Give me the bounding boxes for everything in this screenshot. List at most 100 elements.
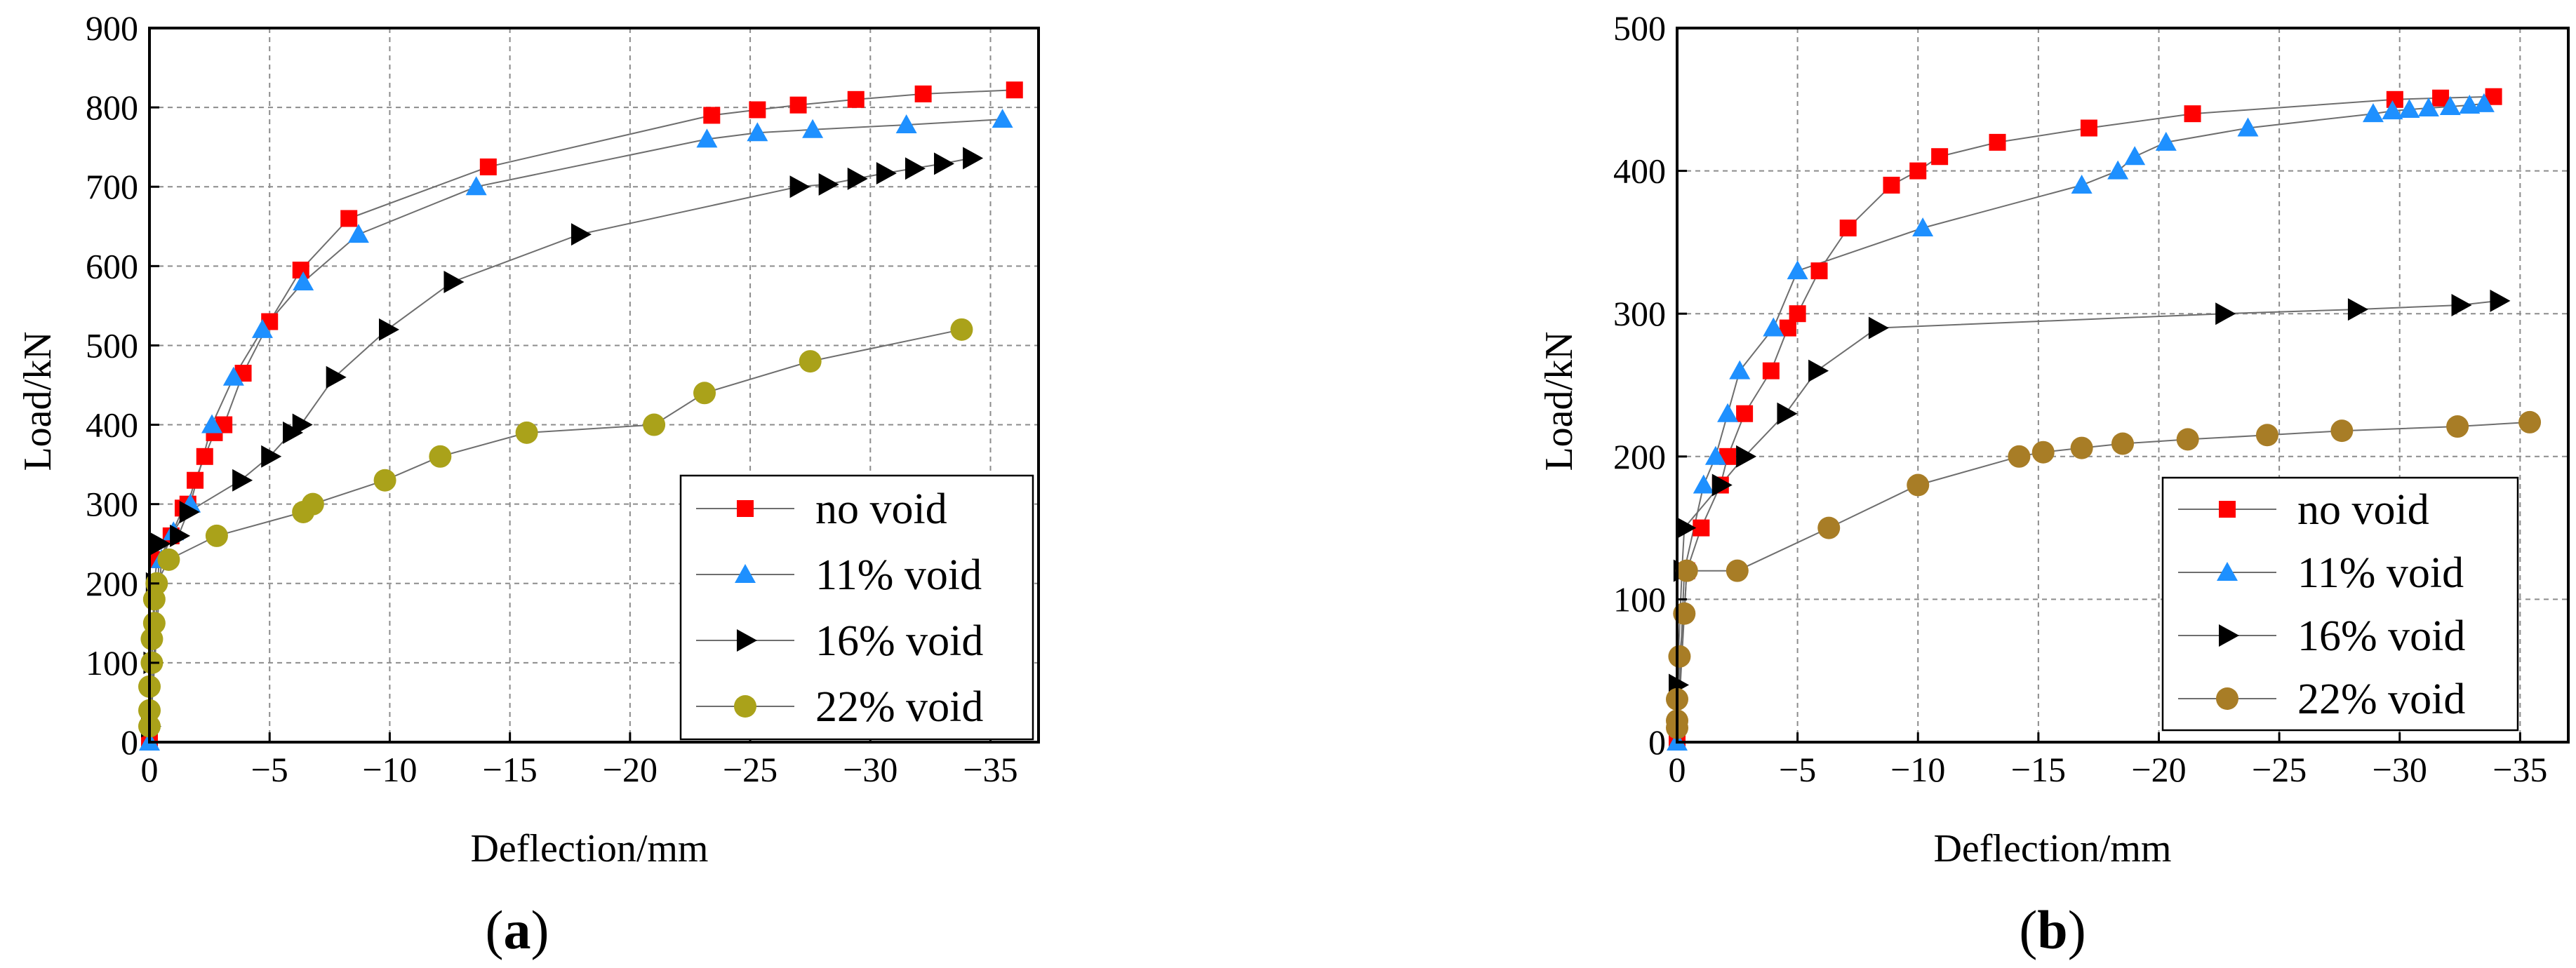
data-point-16pct-void [170, 524, 191, 547]
data-point-11pct-void [802, 119, 824, 138]
data-point-22pct-void [1675, 559, 1698, 582]
x-tick-label: −20 [2131, 750, 2186, 789]
data-point-no-void [789, 96, 807, 114]
y-axis-title-a: Load/kN [16, 331, 60, 471]
data-point-11pct-void [465, 176, 487, 196]
data-point-22pct-void [2008, 445, 2031, 468]
chart-panel-b: 0 −5 −10 −15 −20 −25 −30 −35 0 100 200 300 400 500 D… [1537, 8, 2570, 960]
data-point-22pct-void [1907, 473, 1930, 497]
data-point-11pct-void [2124, 146, 2146, 166]
data-point-16pct-void [326, 365, 347, 389]
legend-label-22pct-void: 22% void [815, 683, 983, 731]
data-point-16pct-void [2347, 298, 2368, 321]
tick-marks-b [1676, 27, 2521, 744]
data-point-22pct-void [2330, 419, 2354, 443]
data-point-11pct-void [2417, 98, 2439, 117]
data-point-no-void [2080, 119, 2097, 137]
data-point-11pct-void [2382, 100, 2403, 120]
data-point-22pct-void [2255, 424, 2278, 447]
data-point-11pct-void [1693, 474, 1714, 494]
data-point-22pct-void [1817, 516, 1841, 539]
data-point-22pct-void [2176, 428, 2199, 451]
data-point-no-void [1810, 262, 1828, 280]
data-point-11pct-void [2155, 131, 2177, 151]
series-markers-a [138, 81, 1023, 751]
x-tick-label: 0 [141, 750, 159, 789]
y-axis-title-b: Load/kN [1537, 331, 1581, 471]
data-point-22pct-void [1726, 559, 1749, 582]
y-tick-label: 500 [1613, 8, 1666, 48]
caption-letter-b: b [2037, 899, 2067, 960]
x-tick-label: −35 [2492, 750, 2547, 789]
data-point-22pct-void [1668, 645, 1691, 668]
series-no-void [1669, 88, 2502, 751]
data-point-16pct-void [963, 147, 984, 170]
data-point-11pct-void [2107, 160, 2129, 180]
data-point-16pct-void [1808, 359, 1829, 382]
data-point-no-void [1762, 362, 1780, 379]
x-tick-label: −10 [362, 750, 417, 789]
data-point-16pct-void [934, 152, 955, 175]
data-point-11pct-void [2439, 95, 2461, 115]
data-point-no-void [1006, 81, 1023, 99]
data-point-11pct-void [2362, 103, 2384, 123]
legend-label-16pct-void: 16% void [815, 617, 983, 665]
data-point-no-void [340, 210, 358, 227]
data-point-11pct-void [1912, 217, 1934, 237]
tick-marks-a [148, 27, 992, 744]
data-point-11pct-void [1729, 360, 1751, 379]
data-point-16pct-void [1676, 516, 1697, 539]
data-point-16pct-void [1868, 316, 1889, 340]
data-point-16pct-void [2490, 289, 2511, 312]
legend-a: no void 11% void 16% void 22% void [679, 474, 1034, 741]
data-point-22pct-void [2518, 410, 2542, 433]
data-point-16pct-void [2215, 302, 2236, 325]
y-tick-label: 700 [86, 167, 138, 206]
legend-marker-16pct-void [2219, 624, 2239, 647]
data-point-22pct-void [643, 413, 666, 436]
legend-marker-16pct-void [737, 629, 757, 652]
legend-marker-22pct-void [2216, 687, 2238, 710]
x-tick-label: −10 [1890, 750, 1945, 789]
data-point-16pct-void [818, 173, 839, 196]
series-22pct-void [138, 318, 973, 738]
data-point-22pct-void [799, 350, 822, 373]
data-point-no-void [703, 107, 721, 124]
data-point-22pct-void [429, 445, 452, 468]
y-tick-label: 0 [121, 722, 138, 762]
data-point-16pct-void [789, 175, 810, 199]
data-point-22pct-void [1673, 602, 1696, 625]
data-point-no-void [847, 90, 865, 108]
data-point-no-void [1931, 148, 1949, 166]
x-tick-label: −30 [2373, 750, 2427, 789]
data-point-16pct-void [379, 318, 400, 341]
data-point-no-void [1909, 162, 1927, 180]
data-point-no-void [2184, 105, 2201, 123]
data-point-16pct-void [2451, 293, 2472, 316]
data-point-16pct-void [232, 469, 253, 492]
series-11pct-void [139, 109, 1013, 751]
data-point-22pct-void [142, 612, 166, 635]
data-point-11pct-void [293, 271, 314, 290]
data-point-11pct-void [2071, 174, 2093, 194]
caption-letter-a: a [504, 899, 531, 960]
legend-label-no-void: no void [2297, 486, 2429, 534]
data-point-11pct-void [251, 318, 273, 338]
data-point-no-void [292, 261, 309, 278]
x-tick-labels-a: 0 −5 −10 −15 −20 −25 −30 −35 [141, 750, 1018, 789]
data-point-16pct-void [876, 161, 897, 184]
data-point-11pct-void [347, 224, 369, 243]
legend-label-11pct-void: 11% void [2297, 549, 2464, 597]
data-point-11pct-void [2459, 94, 2481, 114]
legend-marker-no-void [737, 500, 754, 517]
y-tick-label: 300 [1613, 294, 1666, 333]
data-point-no-void [914, 85, 932, 102]
data-point-16pct-void [443, 270, 465, 293]
data-point-no-void [749, 101, 766, 119]
x-axis-title-a: Deflection/mm [470, 827, 708, 870]
y-tick-label: 200 [86, 564, 138, 603]
y-tick-label: 100 [86, 643, 138, 683]
data-point-16pct-void [847, 167, 868, 190]
